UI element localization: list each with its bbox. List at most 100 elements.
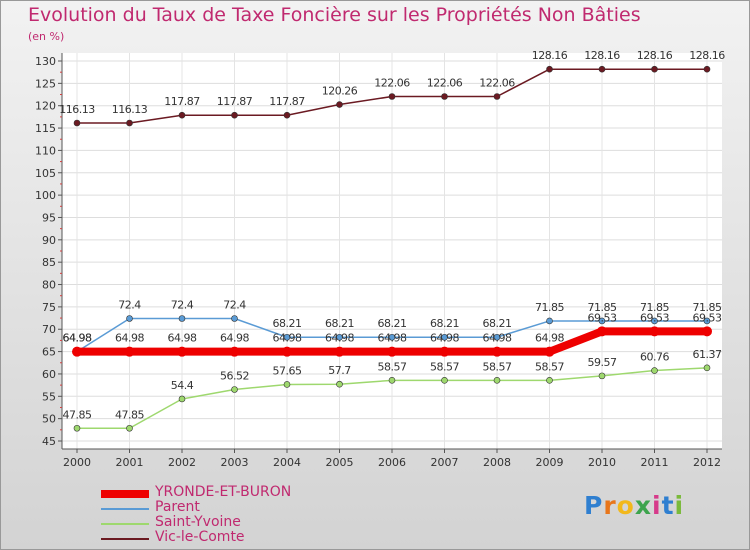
data-point [388,93,396,100]
data-point [703,65,711,73]
data-point [493,333,501,341]
data-point [651,367,658,374]
data-label: 128.16 [584,49,620,62]
legend-swatch-saint-yvoine [101,523,149,525]
data-point [597,326,607,337]
legend-label: YRONDE-ET-BURON [155,484,292,500]
data-point [336,101,343,108]
data-point [598,372,606,380]
x-tick-label: 2006 [378,456,406,469]
data-point [546,377,553,384]
data-point [546,317,553,325]
data-label: 71.85 [693,301,722,314]
x-tick-label: 2001 [116,456,144,469]
data-label: 116.13 [59,103,95,116]
data-label: 64.98 [63,332,92,345]
data-label: 120.26 [322,85,358,98]
y-tick-label: 105 [35,167,56,180]
data-label: 69.53 [588,311,617,324]
data-label: 122.06 [374,76,410,89]
data-label: 47.85 [115,408,144,421]
y-tick-label: 85 [42,256,56,269]
data-label: 56.52 [220,369,249,382]
x-tick-label: 2005 [326,456,354,469]
data-label: 58.57 [535,360,564,373]
data-label: 72.4 [118,299,141,312]
data-point [73,119,81,127]
data-label: 122.06 [427,76,463,89]
legend-label: Parent [155,499,200,515]
data-label: 58.57 [483,360,512,373]
data-label: 68.21 [378,317,407,330]
data-point [336,333,343,341]
data-point [126,119,133,127]
data-label: 117.87 [164,95,200,108]
data-point [72,346,82,357]
y-tick-label: 130 [35,55,56,68]
data-label: 68.21 [273,317,302,330]
data-point [441,93,448,100]
data-point [546,65,553,73]
x-tick-label: 2011 [641,456,669,469]
data-label: 64.98 [273,332,302,345]
data-point [651,65,658,73]
y-tick-label: 110 [35,144,56,157]
x-tick-label: 2007 [431,456,459,469]
y-tick-label: 55 [42,390,56,403]
y-tick-label: 100 [35,189,56,202]
data-label: 128.16 [637,49,673,62]
data-label: 64.98 [535,332,564,345]
data-point [283,333,291,341]
data-label: 64.98 [325,332,354,345]
data-point [231,315,238,322]
data-point [387,346,397,357]
data-point [73,424,81,432]
data-point [492,346,502,357]
proxiti-logo: Proxiti [584,491,685,520]
data-label: 68.21 [430,317,459,330]
chart-title: Evolution du Taux de Taxe Foncière sur l… [28,4,641,26]
data-point [336,380,343,388]
unit-label: (en %) [28,30,65,43]
data-point [702,326,712,337]
x-tick-label: 2010 [588,456,616,469]
data-point [388,333,396,341]
data-label: 64.98 [115,332,144,345]
data-label: 58.57 [430,360,459,373]
data-label: 57.7 [328,364,351,377]
data-point [178,315,186,322]
data-label: 128.16 [532,49,568,62]
data-point [231,111,238,119]
x-tick-label: 2000 [63,456,91,469]
data-point [441,333,448,341]
data-label: 71.85 [535,301,564,314]
data-point [231,386,238,393]
data-label: 60.76 [640,351,669,364]
data-point [441,377,448,384]
y-tick-label: 90 [42,234,56,247]
data-point [649,326,660,337]
y-tick-label: 125 [35,77,56,90]
data-label: 69.53 [693,311,722,324]
data-label: 64.98 [483,332,512,345]
data-point [124,346,135,357]
data-point [178,395,186,403]
data-label: 64.98 [430,332,459,345]
y-tick-label: 80 [42,279,56,292]
data-point [283,111,291,119]
data-label: 117.87 [269,95,305,108]
legend-label: Saint-Yvoine [155,514,241,530]
data-point [388,377,396,384]
data-label: 61.37 [693,348,722,361]
data-label: 54.4 [171,379,194,392]
x-tick-label: 2012 [693,456,721,469]
data-label: 58.57 [378,360,407,373]
y-tick-label: 50 [42,413,56,426]
data-label: 64.98 [168,332,197,345]
data-point [598,65,606,73]
data-label: 68.21 [483,317,512,330]
data-label: 117.87 [217,95,253,108]
legend-swatch-vic-le-comte [101,538,149,540]
